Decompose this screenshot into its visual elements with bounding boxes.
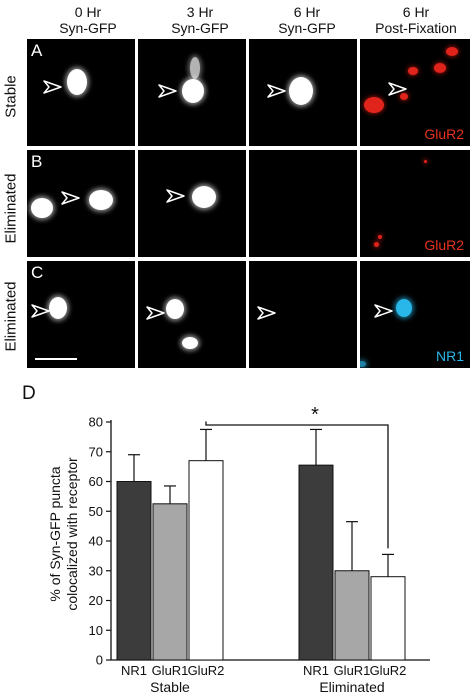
column-header-label: Syn-GFP bbox=[171, 20, 229, 36]
arrowhead-icon bbox=[257, 306, 276, 320]
y-tick-label: 40 bbox=[89, 534, 103, 549]
column-header-time: 3 Hr bbox=[186, 4, 214, 20]
arrowhead-icon bbox=[146, 306, 165, 320]
column-header-label: Post-Fixation bbox=[375, 20, 457, 36]
bar bbox=[188, 460, 224, 661]
y-axis-label-line2: colocalized with receptor bbox=[64, 457, 80, 611]
column-header-time: 6 Hr bbox=[293, 4, 321, 20]
synapse-puncta bbox=[192, 186, 216, 208]
y-axis-label: % of Syn-GFP puncta colocalized with rec… bbox=[47, 457, 80, 611]
micrograph-c-6hr bbox=[249, 261, 357, 368]
y-tick-label: 20 bbox=[89, 593, 103, 608]
y-tick-label: 10 bbox=[89, 623, 103, 638]
column-header-3hr: 3 Hr Syn-GFP bbox=[144, 4, 256, 36]
micrograph-a-3hr bbox=[138, 39, 246, 146]
receptor-puncta bbox=[396, 299, 412, 317]
receptor-marker-label: GluR2 bbox=[424, 237, 464, 253]
arrowhead-icon bbox=[267, 84, 286, 98]
x-group-label: Eliminated bbox=[319, 679, 384, 695]
receptor-marker-label: GluR2 bbox=[424, 126, 464, 142]
panel-letter: A bbox=[31, 41, 43, 60]
arrowhead-icon bbox=[166, 189, 185, 203]
synapse-puncta bbox=[67, 69, 87, 95]
y-tick-label: 60 bbox=[89, 474, 103, 489]
significance-star: * bbox=[311, 404, 319, 426]
y-axis-label-line1: % of Syn-GFP puncta bbox=[47, 466, 63, 601]
bar bbox=[298, 464, 334, 661]
x-category-label: GluR1 bbox=[152, 663, 189, 678]
y-tick-label: 50 bbox=[89, 504, 103, 519]
y-tick-label: 0 bbox=[96, 653, 103, 668]
y-tick-label: 80 bbox=[89, 415, 103, 430]
receptor-puncta bbox=[446, 47, 458, 56]
receptor-puncta bbox=[408, 67, 418, 75]
bar bbox=[370, 576, 406, 661]
arrowhead-icon bbox=[31, 304, 50, 318]
x-group-label: Stable bbox=[150, 679, 190, 695]
x-category-label: GluR1 bbox=[334, 663, 371, 678]
panel-letter: B bbox=[31, 152, 43, 171]
column-header-time: 6 Hr bbox=[402, 4, 430, 20]
receptor-puncta bbox=[434, 63, 446, 73]
receptor-puncta bbox=[378, 235, 382, 239]
arrowhead-icon bbox=[61, 191, 80, 205]
synapse-puncta bbox=[289, 77, 313, 105]
arrowhead-icon bbox=[158, 84, 177, 98]
micrograph-a-6hr bbox=[249, 39, 357, 146]
receptor-puncta bbox=[400, 93, 408, 100]
x-category-label: NR1 bbox=[121, 663, 147, 678]
micrograph-a-0hr: A bbox=[27, 39, 135, 146]
arrowhead-icon bbox=[374, 304, 393, 318]
panel-letter: C bbox=[31, 263, 44, 282]
column-header-time: 0 Hr bbox=[74, 4, 102, 20]
arrowhead-icon bbox=[388, 82, 407, 96]
micrograph-c-0hr: C bbox=[27, 261, 135, 368]
micrograph-b-6hr bbox=[249, 150, 357, 257]
column-header-label: Syn-GFP bbox=[278, 20, 336, 36]
significance-bracket bbox=[205, 421, 389, 549]
receptor-puncta bbox=[364, 97, 384, 113]
receptor-puncta bbox=[374, 242, 379, 247]
x-category-label: GluR2 bbox=[188, 663, 225, 678]
micrograph-b-0hr: B bbox=[27, 150, 135, 257]
synapse-puncta bbox=[182, 337, 198, 349]
micrograph-c-3hr bbox=[138, 261, 246, 368]
panel-letter-d: D bbox=[22, 383, 36, 404]
micrograph-c-postfix: NR1 bbox=[360, 261, 470, 368]
micrograph-b-3hr bbox=[138, 150, 246, 257]
micrograph-b-postfix: GluR2 bbox=[360, 150, 470, 257]
y-tick-label: 30 bbox=[89, 563, 103, 578]
column-header-6hr: 6 Hr Syn-GFP bbox=[251, 4, 363, 36]
synapse-puncta bbox=[182, 79, 204, 103]
synapse-puncta bbox=[89, 190, 113, 210]
x-category-label: GluR2 bbox=[370, 663, 407, 678]
receptor-puncta bbox=[424, 160, 427, 163]
arrowhead-icon bbox=[43, 80, 62, 94]
column-header-0hr: 0 Hr Syn-GFP bbox=[32, 4, 144, 36]
receptor-marker-label: NR1 bbox=[435, 348, 464, 364]
bar bbox=[116, 481, 152, 661]
receptor-puncta bbox=[360, 361, 366, 367]
column-header-label: Syn-GFP bbox=[59, 20, 117, 36]
x-category-label: NR1 bbox=[303, 663, 329, 678]
bar bbox=[334, 570, 370, 661]
y-tick-label: 70 bbox=[89, 444, 103, 459]
bar bbox=[152, 503, 188, 661]
synapse-puncta bbox=[31, 198, 53, 218]
synapse-puncta bbox=[49, 297, 67, 319]
column-header-6hr-postfix: 6 Hr Post-Fixation bbox=[360, 4, 472, 36]
micrograph-a-postfix: GluR2 bbox=[360, 39, 470, 146]
synapse-puncta bbox=[190, 57, 200, 79]
synapse-puncta bbox=[166, 299, 184, 319]
scale-bar bbox=[35, 358, 77, 360]
